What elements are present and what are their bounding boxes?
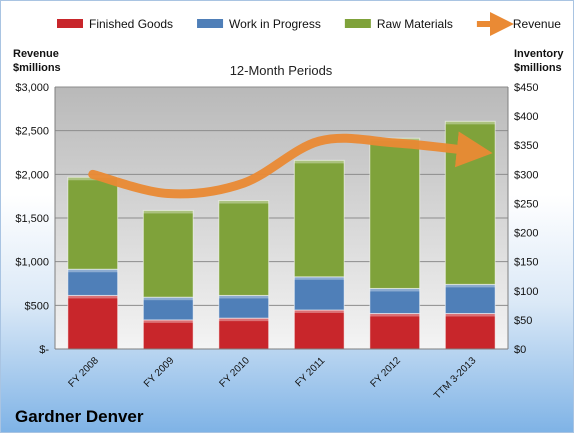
bar-finished-goods: [444, 312, 496, 350]
right-axis-title-line2: $millions: [514, 62, 562, 74]
x-tick-label: FY 2010: [217, 355, 252, 390]
bar-highlight: [143, 319, 194, 323]
right-tick-label: $350: [514, 140, 538, 152]
company-name: Gardner Denver: [15, 407, 144, 426]
bar-finished-goods: [67, 294, 119, 350]
revenue-line: [88, 131, 493, 199]
x-tick-label: TTM 3-2013: [432, 355, 479, 402]
left-axis-title-line1: Revenue: [13, 48, 59, 60]
bar-work-in-progress: [369, 287, 421, 314]
chart-title: 12-Month Periods: [230, 63, 333, 78]
left-axis-title-line2: $millions: [13, 62, 61, 74]
bar-highlight: [218, 295, 269, 299]
x-tick-label: FY 2008: [66, 355, 101, 390]
bar-raw-materials: [218, 200, 270, 296]
legend-swatch: [344, 19, 371, 28]
bar-series: [67, 120, 496, 350]
legend-label: Work in Progress: [229, 17, 321, 31]
bar-highlight: [143, 210, 194, 214]
bar-highlight: [143, 297, 194, 301]
bar-highlight: [218, 200, 269, 204]
x-tick-label: FY 2011: [294, 355, 328, 389]
left-tick-label: $2,500: [15, 126, 49, 138]
left-tick-label: $500: [25, 300, 49, 312]
x-tick-label: FY 2012: [368, 355, 403, 390]
x-tick-label: FY 2009: [142, 355, 177, 390]
right-tick-label: $300: [514, 169, 538, 181]
left-tick-label: $1,500: [15, 213, 49, 225]
legend-label: Finished Goods: [89, 17, 173, 31]
legend: Finished Goods Work in Progress Raw Materi…: [57, 12, 561, 36]
bar-work-in-progress: [218, 294, 270, 319]
revenue-line-layer: [88, 131, 493, 199]
right-tick-label: $200: [514, 228, 538, 240]
bar-raw-materials: [67, 176, 119, 270]
right-tick-label: $400: [514, 111, 538, 123]
bar-finished-goods: [369, 312, 421, 350]
bar-highlight: [294, 160, 345, 164]
bar-highlight: [369, 313, 420, 317]
bar-raw-materials: [369, 137, 421, 289]
legend-label: Revenue: [513, 17, 561, 31]
bar-work-in-progress: [444, 283, 496, 314]
bar-highlight: [67, 295, 118, 299]
bar-work-in-progress: [67, 268, 119, 296]
right-axis-title-line1: Inventory: [514, 48, 564, 60]
bar-work-in-progress: [293, 276, 345, 311]
bar-highlight: [445, 313, 496, 317]
bar-highlight: [218, 318, 269, 322]
right-tick-label: $100: [514, 286, 538, 298]
right-tick-label: $450: [514, 82, 538, 94]
legend-swatch: [57, 19, 83, 28]
right-tick-label: $50: [514, 315, 532, 327]
legend-label: Raw Materials: [377, 17, 453, 31]
bar-finished-goods: [218, 317, 270, 350]
bar-raw-materials: [293, 159, 345, 278]
left-tick-label: $2,000: [15, 169, 49, 181]
right-tick-label: $250: [514, 198, 538, 210]
left-tick-label: $1,000: [15, 257, 49, 269]
right-tick-label: $150: [514, 257, 538, 269]
bar-highlight: [445, 121, 496, 125]
bar-finished-goods: [293, 309, 345, 350]
bar-highlight: [445, 284, 496, 288]
bar-work-in-progress: [142, 296, 194, 321]
bar-finished-goods: [142, 319, 194, 350]
left-axis-title: Revenue $millions: [13, 47, 61, 75]
bar-highlight: [294, 276, 345, 280]
bar-raw-materials: [142, 209, 194, 298]
left-tick-label: $3,000: [15, 82, 49, 94]
right-axis-title: Inventory $millions: [514, 47, 564, 75]
bar-highlight: [369, 288, 420, 292]
left-tick-label: $-: [39, 344, 49, 356]
legend-swatch: [197, 19, 224, 28]
bar-highlight: [294, 309, 345, 313]
right-tick-label: $0: [514, 344, 526, 356]
bar-highlight: [67, 269, 118, 273]
